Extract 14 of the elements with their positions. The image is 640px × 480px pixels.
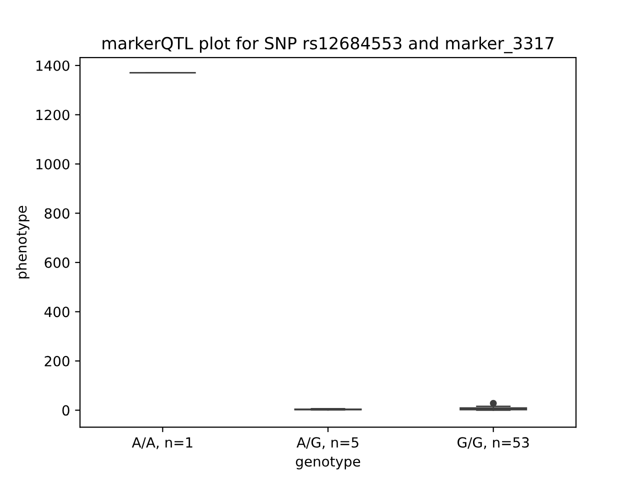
y-tick-label: 1400 (36, 60, 70, 71)
x-tick-label: A/A, n=1 (132, 437, 192, 450)
y-tick-label: 400 (44, 306, 70, 318)
y-tick-label: 600 (44, 257, 70, 268)
y-tick-label: 200 (44, 356, 70, 366)
y-tick-label: 1000 (36, 158, 70, 170)
y-tick-label: 1200 (36, 110, 70, 120)
y-tick-label: 0 (62, 405, 70, 416)
y-tick-label: 800 (44, 208, 70, 219)
chart-title: markerQTL plot for SNP rs12684553 and marker_3317 (102, 36, 554, 54)
x-tick-label: A/G, n=5 (296, 437, 358, 450)
x-tick-label: G/G, n=53 (458, 437, 529, 450)
x-axis-title: genotype (296, 456, 360, 470)
y-axis-title: phenotype (16, 206, 30, 278)
